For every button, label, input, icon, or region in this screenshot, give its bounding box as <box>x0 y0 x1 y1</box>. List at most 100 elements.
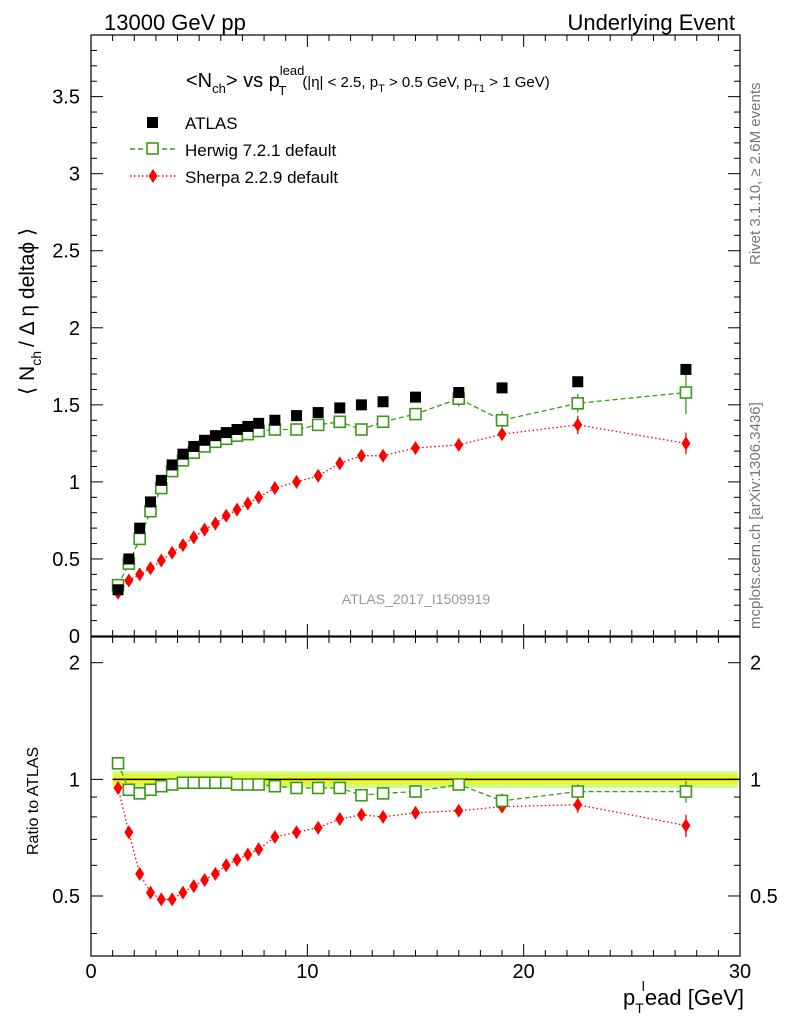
atlas-point <box>496 382 508 394</box>
herwig-point <box>409 407 422 421</box>
ratio-sherpa-point <box>681 818 691 833</box>
sherpa-point <box>335 456 345 471</box>
sherpa-point <box>497 427 507 442</box>
atlas-point <box>177 448 189 460</box>
ratio-sherpa-point <box>454 803 464 818</box>
sherpa-point <box>156 553 166 568</box>
sherpa-point <box>454 437 464 452</box>
sherpa-point <box>270 481 280 496</box>
herwig-point <box>376 415 390 429</box>
atlas-point <box>220 427 232 439</box>
ratio-herwig-point <box>165 778 179 791</box>
ratio-y-tick-label-right: 2 <box>750 653 761 675</box>
x-tick-label: 30 <box>729 961 751 983</box>
y-tick-label: 0 <box>69 626 80 648</box>
sherpa-point <box>254 490 264 505</box>
atlas-point <box>242 420 254 432</box>
herwig-point <box>311 418 325 432</box>
herwig-point <box>355 423 368 436</box>
sherpa-point <box>167 545 177 560</box>
y-tick-label: 0.5 <box>52 549 80 571</box>
ratio-herwig-point <box>571 785 585 798</box>
herwig-point <box>333 415 347 429</box>
ratio-sherpa-point <box>189 879 199 894</box>
herwig-point <box>495 413 509 427</box>
ratio-sherpa-point <box>411 805 420 820</box>
ratio-herwig-point <box>409 785 422 798</box>
y-tick-label: 3.5 <box>52 87 80 109</box>
ratio-herwig-point <box>452 778 466 791</box>
ratio-herwig-point <box>155 779 168 793</box>
ratio-y-tick-label-right: 1 <box>750 769 761 791</box>
atlas-point <box>410 391 421 403</box>
ratio-sherpa-point <box>135 866 145 881</box>
ratio-herwig-point <box>376 787 390 800</box>
herwig-point <box>290 423 303 436</box>
y-tick-label: 1 <box>69 472 80 494</box>
ratio-sherpa-point <box>200 872 210 887</box>
rivet-label: Rivet 3.1.10, ≥ 2.6M events <box>747 83 764 266</box>
atlas-point <box>155 474 167 486</box>
y-tick-label: 1.5 <box>52 395 80 417</box>
ratio-sherpa-point <box>313 820 323 835</box>
sherpa-point <box>292 474 302 489</box>
ratio-herwig-point <box>230 778 244 791</box>
ratio-herwig-point <box>355 788 368 802</box>
x-tick-label: 0 <box>85 961 96 983</box>
sherpa-point <box>189 530 199 545</box>
atlas-point <box>355 399 367 411</box>
y-tick-label: 2.5 <box>52 241 80 263</box>
sherpa-point <box>378 448 388 463</box>
x-tick-label: 20 <box>513 961 535 983</box>
herwig-point <box>679 386 693 399</box>
sherpa-point <box>178 538 188 553</box>
atlas-point <box>188 440 200 452</box>
atlas-point <box>209 430 221 442</box>
atlas-point <box>572 376 584 388</box>
legend-herwig-marker <box>146 142 159 155</box>
herwig-line <box>117 391 686 586</box>
ratio-sherpa-point <box>243 847 253 862</box>
sherpa-point <box>124 573 134 588</box>
legend-atlas-label: ATLAS <box>185 114 238 133</box>
sherpa-point <box>573 417 583 432</box>
legend: ATLAS Herwig 7.2.1 default Sherpa 2.2.9 … <box>130 114 338 187</box>
atlas-point <box>312 407 324 419</box>
ratio-sherpa-point <box>378 809 388 824</box>
ratio-series-herwig <box>111 757 693 809</box>
atlas-point <box>123 553 135 565</box>
series-herwig <box>111 370 693 592</box>
sherpa-point <box>135 567 145 582</box>
legend-herwig-label: Herwig 7.2.1 default <box>185 141 336 160</box>
herwig-point <box>571 397 585 410</box>
ratio-sherpa-point <box>292 825 302 840</box>
ratio-herwig-point <box>268 779 282 793</box>
sherpa-point <box>356 448 366 463</box>
header-right: Underlying Event <box>567 10 735 35</box>
ratio-y-tick-label: 0.5 <box>52 886 80 908</box>
legend-sherpa-label: Sherpa 2.2.9 default <box>185 168 338 187</box>
ratio-herwig-point <box>219 776 233 790</box>
ratio-sherpa-point <box>270 829 280 844</box>
ratio-sherpa-point <box>254 842 264 857</box>
ratio-herwig-point <box>209 776 222 790</box>
series-atlas <box>112 363 692 596</box>
ratio-sherpa-point <box>335 812 345 827</box>
atlas-point <box>134 522 146 534</box>
ratio-herwig-point <box>252 778 265 791</box>
ratio-sherpa-point <box>113 780 123 795</box>
ratio-herwig-point <box>144 783 157 797</box>
x-tick-label: 10 <box>296 961 318 983</box>
main-y-axis-label: ⟨ Nch/ Δ η deltaϕ ⟩ <box>16 228 44 395</box>
plot-title: <Nch> vs plead T (|η| < 2.5, pT > 0.5 GeV,… <box>186 63 550 98</box>
herwig-point <box>133 532 146 546</box>
ratio-plot-frame: 0 10 20 300.5 0.51 12 2 <box>52 35 778 983</box>
ratio-herwig-point <box>495 794 509 808</box>
atlas-point <box>453 387 465 399</box>
ratio-y-tick-label-right: 0.5 <box>750 886 778 908</box>
mcplots-label: mcplots.cern.ch [arXiv:1306.3436] <box>747 402 764 629</box>
ratio-herwig-point <box>311 781 325 795</box>
legend-sherpa-marker <box>148 169 158 183</box>
ratio-herwig-point <box>111 757 125 770</box>
ratio-y-tick-label: 1 <box>69 769 80 791</box>
